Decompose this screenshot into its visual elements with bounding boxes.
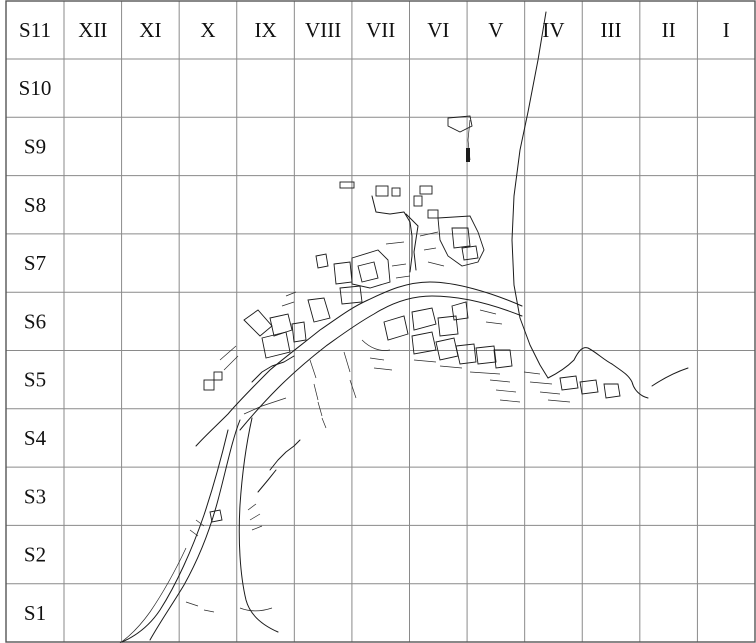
column-label: VIII xyxy=(305,18,341,42)
river-bank-lower xyxy=(119,547,187,643)
harbour-coast xyxy=(489,347,689,403)
river-channel-far-west xyxy=(121,429,229,643)
row-label: S6 xyxy=(24,309,46,333)
row-label: S10 xyxy=(19,76,52,100)
river-channel-east xyxy=(238,417,279,633)
river-features xyxy=(185,351,357,613)
column-label: X xyxy=(200,18,215,42)
row-label: S9 xyxy=(24,134,46,158)
river-bank-north xyxy=(195,281,523,447)
grid-frame xyxy=(5,0,756,643)
column-label: VI xyxy=(427,18,449,42)
column-label: IV xyxy=(542,18,564,42)
label-layer: S11 XII XI X IX VIII VII VI V IV III II IS10S9S8S7S6… xyxy=(19,18,730,625)
column-label: VII xyxy=(366,18,395,42)
row-label: S7 xyxy=(24,251,46,275)
row-label: S5 xyxy=(24,368,46,392)
column-label: IX xyxy=(254,18,276,42)
column-label: I xyxy=(723,18,730,42)
river-bank-south xyxy=(239,295,523,431)
column-label: XI xyxy=(139,18,161,42)
western-quarter xyxy=(203,291,331,391)
row-label: S8 xyxy=(24,193,46,217)
column-label: III xyxy=(601,18,622,42)
southern-quarter xyxy=(361,301,513,375)
river-channel-west xyxy=(149,419,241,641)
central-quarter xyxy=(315,181,419,305)
column-label: XII xyxy=(78,18,107,42)
grid-layer xyxy=(5,0,756,643)
site-drawing xyxy=(119,11,689,643)
north-east-quarter xyxy=(413,115,485,267)
row-label: S4 xyxy=(24,426,47,450)
column-label: V xyxy=(488,18,503,42)
road-line xyxy=(511,11,549,379)
column-label: II xyxy=(662,18,676,42)
row-label: S1 xyxy=(24,601,46,625)
row-label: S2 xyxy=(24,543,46,567)
row-label: S3 xyxy=(24,484,46,508)
corner-label: S11 xyxy=(19,18,51,42)
